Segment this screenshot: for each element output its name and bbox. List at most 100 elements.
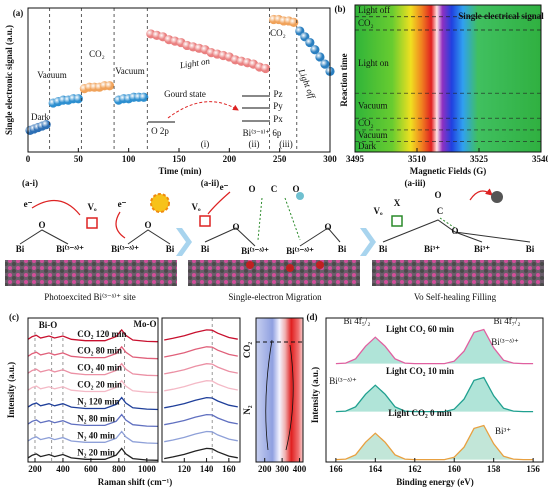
heatmap <box>256 318 303 462</box>
schematic-caption: Vo Self-healing Filling <box>414 292 497 302</box>
schematic-caption: Single-electron Migration <box>228 292 322 302</box>
sun <box>150 193 170 213</box>
bead <box>73 94 83 104</box>
x-tick-label: 400 <box>293 464 307 474</box>
annotation: Bi 4f₅/₂ <box>343 316 370 326</box>
annotation: (ii) <box>249 139 260 149</box>
bead <box>320 59 330 69</box>
series-line <box>27 362 159 377</box>
atom-label: Bi <box>526 244 535 254</box>
y-axis-label: Intensity (a.u.) <box>310 367 320 423</box>
atom-label: O <box>451 226 458 236</box>
series-line <box>164 430 238 443</box>
atom-label: O <box>38 220 45 230</box>
electron <box>246 261 254 269</box>
x-tick-label: 100 <box>122 154 136 164</box>
molecule <box>491 191 503 203</box>
annotation: Px <box>273 114 283 124</box>
annotation: Gourd state <box>164 89 206 99</box>
x-tick-label: 200 <box>223 154 237 164</box>
row-label: Vacuum <box>358 100 388 110</box>
y-axis-label: Single electronic signal (a.u.) <box>4 25 14 135</box>
annotation: Py <box>273 101 283 111</box>
row-label: Light off <box>358 5 390 15</box>
row-label: CO₂ <box>358 118 374 128</box>
series-label: CO₂ 40 min <box>77 363 122 373</box>
x-tick-label: 3540 <box>532 154 548 164</box>
arrow <box>360 228 376 256</box>
series-line <box>335 424 534 461</box>
area-fill <box>335 425 534 460</box>
x-tick-label: 156 <box>526 464 540 474</box>
x-tick-label: 164 <box>369 464 383 474</box>
series-line <box>335 376 534 413</box>
electron-path <box>31 191 492 239</box>
transition-arrow <box>167 101 239 119</box>
x-axis-label: Raman shift (cm⁻¹) <box>98 477 172 487</box>
area-fill <box>335 329 534 364</box>
energy-levels <box>148 95 270 123</box>
atom-label: e⁻ <box>24 199 33 209</box>
annotation: Mo-O <box>134 319 157 329</box>
bead <box>315 52 325 62</box>
series-line <box>27 328 159 343</box>
annotation: Vacuum <box>115 66 145 76</box>
series-label: Light CO₂ 10 min <box>386 366 454 376</box>
x-tick-label: 0 <box>26 154 31 164</box>
atom-label: Bi <box>338 244 347 254</box>
x-tick-label: 120 <box>178 464 192 474</box>
series-label: CO₂ 20 min <box>77 380 122 390</box>
bead <box>260 63 271 74</box>
x-tick-label: 200 <box>28 464 42 474</box>
plot-frame <box>161 317 241 463</box>
atom-label: Vₒ <box>191 202 200 212</box>
annotation: Bi⁽³⁻ᵟ⁾⁺ <box>491 337 519 347</box>
row-label: Dark <box>358 141 376 151</box>
annotation: (iii) <box>279 139 293 149</box>
panel-label: (c) <box>9 312 19 322</box>
atom-label: Bi³⁺ <box>474 244 490 254</box>
series-label: N₂ 20 min <box>77 447 115 457</box>
series-line <box>164 363 238 375</box>
annotation: O 2p <box>151 126 169 136</box>
arrow <box>176 228 192 256</box>
atom-label: Bi⁽³⁻ᵟ⁾⁺ <box>111 244 139 254</box>
annotation: Bi⁽³⁻ᵟ⁾⁺ <box>329 376 357 386</box>
atom-label: Vₒ <box>373 206 382 216</box>
x-tick-label: 160 <box>447 464 461 474</box>
x-tick-label: 50 <box>74 154 84 164</box>
slab <box>5 260 177 286</box>
x-tick-label: 200 <box>258 464 272 474</box>
series-label: CO₂ 120 min <box>77 329 126 339</box>
molecule <box>296 192 304 200</box>
x-tick-label: 162 <box>408 464 422 474</box>
x-tick-label: 158 <box>487 464 501 474</box>
annotation: CO₂ <box>89 49 105 59</box>
y-axis-label: Intensity (a.u.) <box>6 362 16 418</box>
series-label: Light CO₂ 0 min <box>388 408 451 418</box>
series-line <box>164 346 238 358</box>
bead <box>310 45 320 55</box>
schematic-caption: Photoexcited Bi⁽³⁻ᵟ⁾⁺ site <box>44 292 136 302</box>
x-tick-label: 3510 <box>408 154 427 164</box>
schematic-label: (a-iii) <box>405 178 426 188</box>
atom-label: O <box>144 220 151 230</box>
atom-label: C <box>271 184 278 194</box>
series-line <box>164 413 238 426</box>
schematic-label: (a-i) <box>22 178 38 188</box>
bead <box>139 92 149 102</box>
atom-label: O <box>248 184 255 194</box>
row-label: CO₂ <box>242 342 252 359</box>
row-label: CO₂ <box>358 18 374 28</box>
atom-label: O <box>434 190 441 200</box>
vacancy <box>86 217 98 229</box>
x-tick-label: 600 <box>84 464 98 474</box>
bead <box>41 120 51 130</box>
area-fill <box>335 377 534 412</box>
series-line <box>164 380 238 392</box>
annotation: Light on <box>178 56 211 71</box>
series-label: Light CO₂ 60 min <box>386 324 454 334</box>
row-label: Light on <box>358 58 389 68</box>
x-tick-label: 300 <box>275 464 289 474</box>
annotation: Pz <box>274 89 283 99</box>
